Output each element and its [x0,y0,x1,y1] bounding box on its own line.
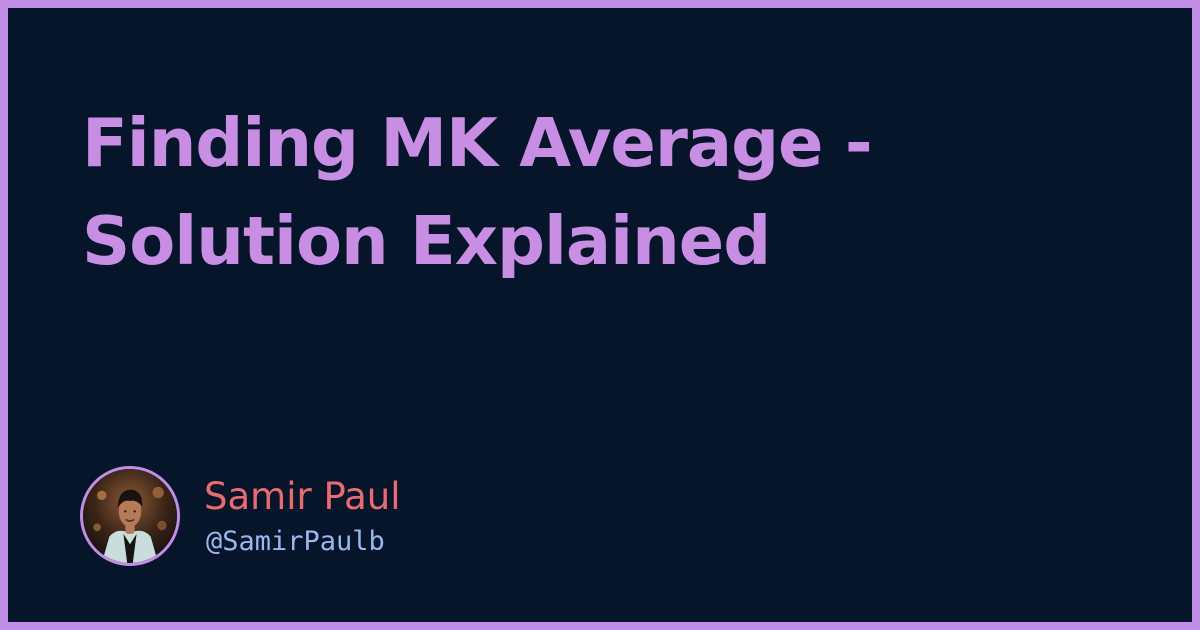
author-handle: @SamirPaulb [206,526,385,557]
article-title: Finding MK Average - Solution Explained [82,104,873,280]
author-name: Samir Paul [204,475,401,518]
author-avatar [80,466,180,566]
author-avatar-icon [83,469,177,563]
